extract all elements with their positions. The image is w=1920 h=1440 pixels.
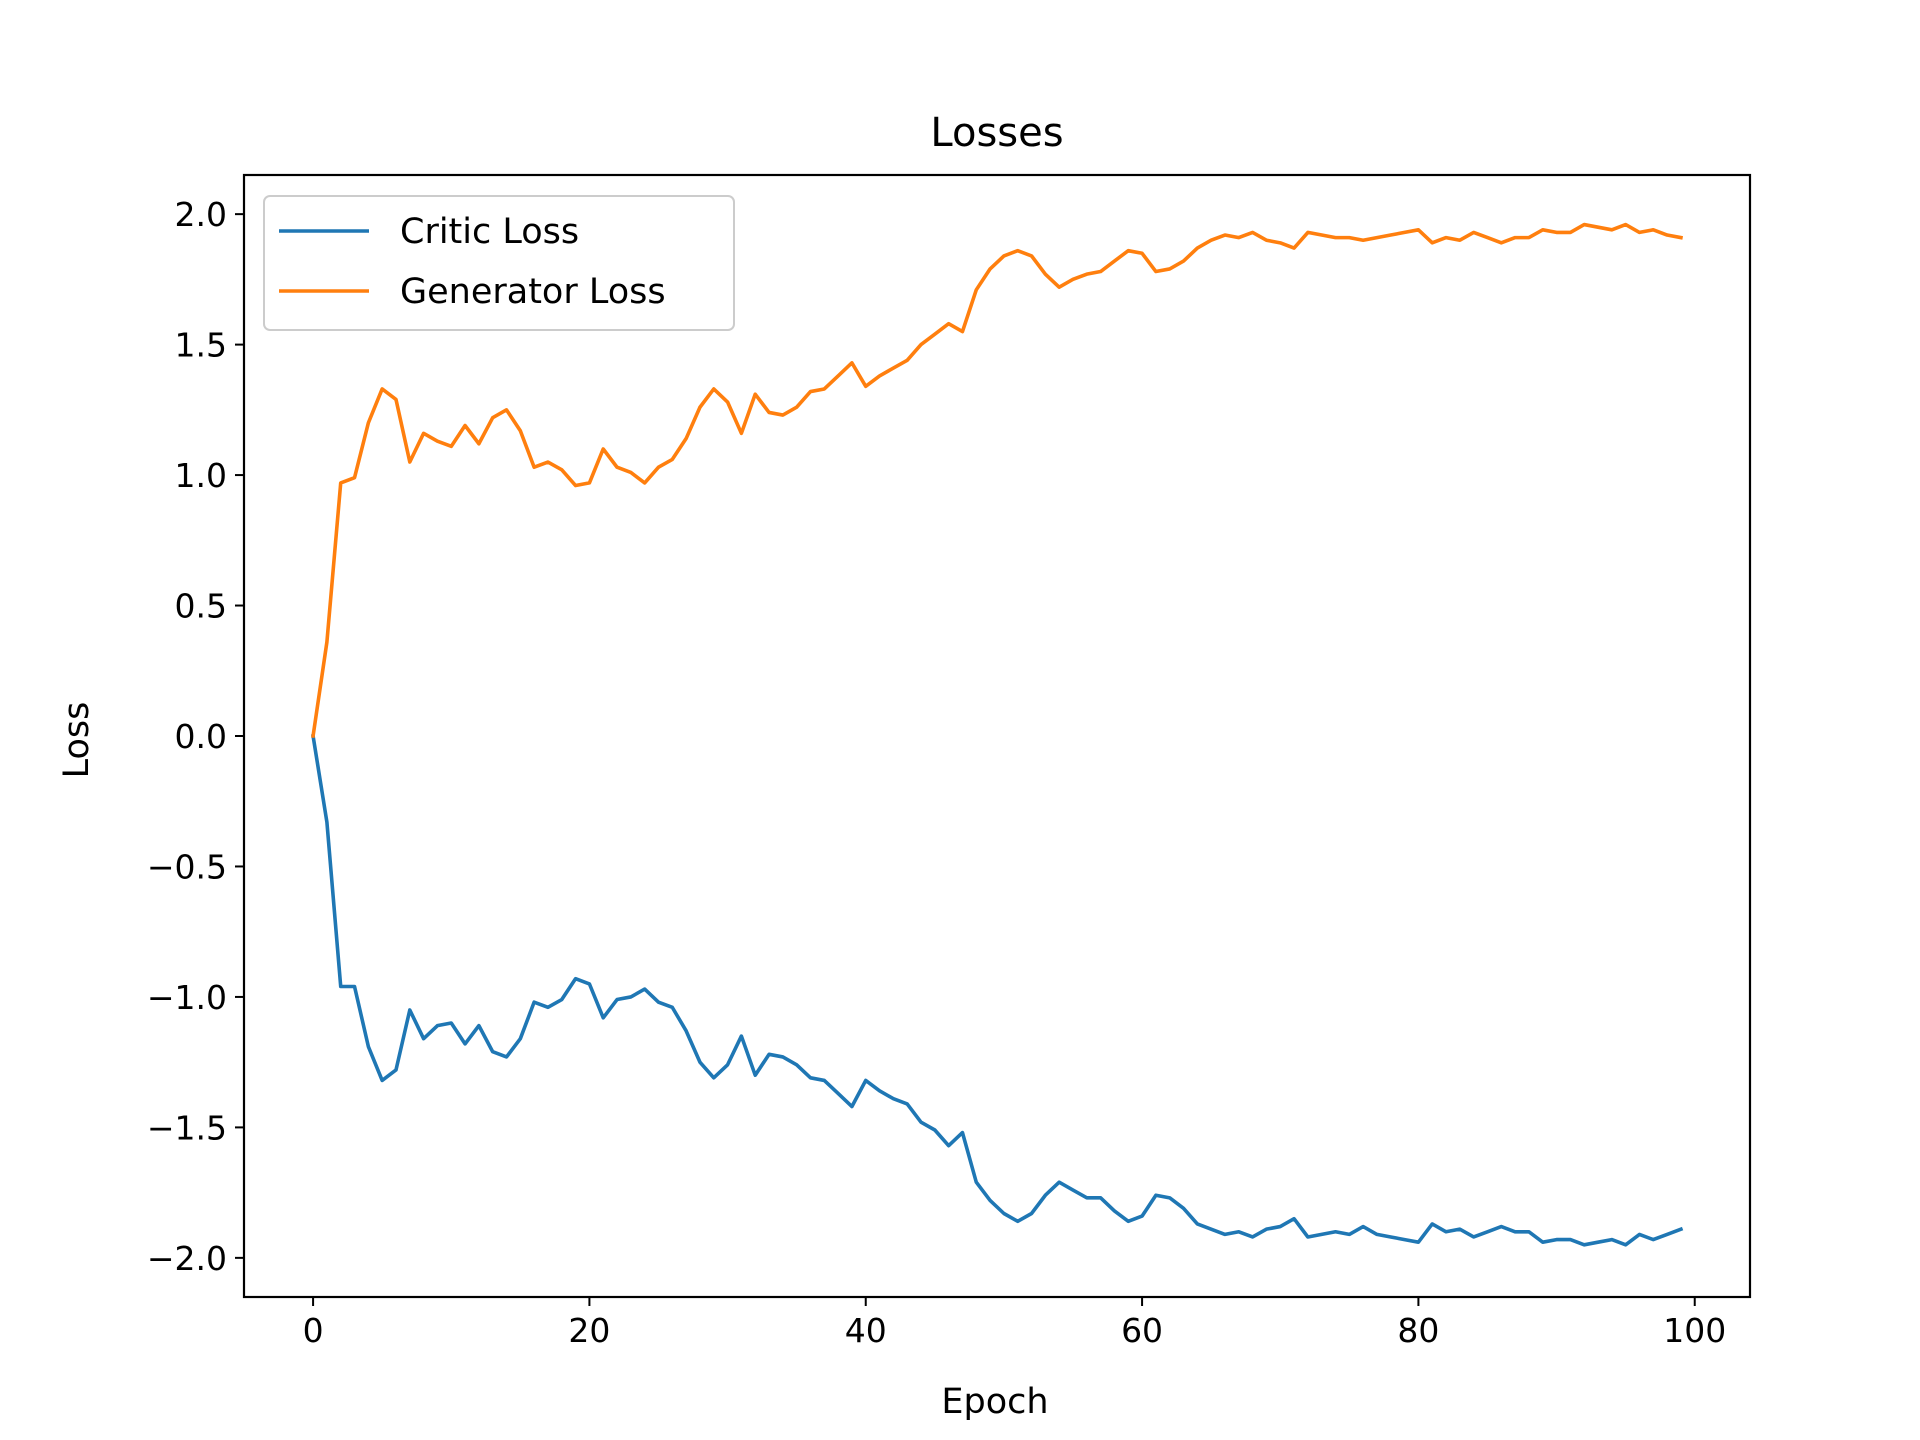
- x-tick-label: 0: [303, 1311, 324, 1350]
- y-tick-label: −1.0: [147, 978, 227, 1017]
- plot-frame: [242, 173, 1752, 1299]
- legend: Critic Loss Generator Loss: [263, 195, 735, 331]
- y-axis: −2.0 −1.5 −1.0 −0.5 0.0 0.5 1.0 1.5 2.0: [147, 195, 244, 1278]
- y-axis-label: Loss: [57, 702, 97, 779]
- legend-label-1: Generator Loss: [400, 272, 666, 312]
- series-line-0: [311, 733, 1684, 1247]
- x-tick-label: 100: [1663, 1311, 1726, 1350]
- plot-area: [311, 222, 1684, 1247]
- x-tick-label: 60: [1121, 1311, 1163, 1350]
- x-tick-label: 40: [845, 1311, 887, 1350]
- x-tick-label: 20: [568, 1311, 610, 1350]
- y-tick-label: 1.0: [175, 456, 227, 495]
- legend-box: [263, 195, 735, 331]
- x-axis-label: Epoch: [941, 1382, 1048, 1422]
- y-tick-label: −2.0: [147, 1239, 227, 1278]
- legend-label-0: Critic Loss: [400, 212, 579, 252]
- y-tick-label: −0.5: [147, 847, 227, 886]
- x-axis: 0 20 40 60 80 100: [303, 1297, 1726, 1350]
- y-tick-label: 2.0: [175, 195, 227, 234]
- series-line-1: [311, 222, 1684, 739]
- y-tick-label: 0.0: [175, 717, 227, 756]
- y-tick-label: 1.5: [175, 326, 227, 365]
- y-tick-label: 0.5: [175, 587, 227, 626]
- x-tick-label: 80: [1397, 1311, 1439, 1350]
- y-tick-label: −1.5: [147, 1108, 227, 1147]
- chart-title: Losses: [930, 110, 1063, 156]
